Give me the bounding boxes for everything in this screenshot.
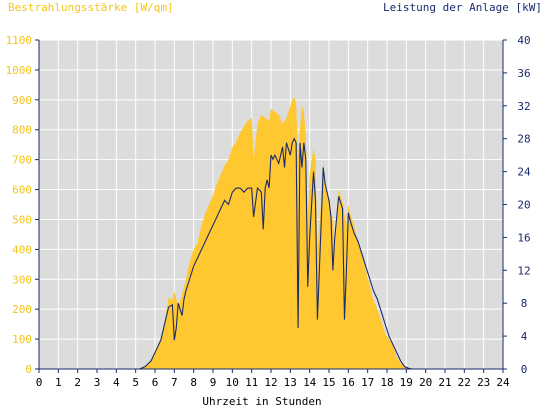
left-tick-label: 600 — [12, 184, 32, 197]
x-tick-label: 22 — [458, 376, 471, 389]
left-tick-label: 100 — [12, 333, 32, 346]
left-tick-label: 1000 — [6, 64, 33, 77]
x-tick-label: 4 — [113, 376, 120, 389]
x-tick-label: 7 — [171, 376, 178, 389]
left-tick-label: 400 — [12, 243, 32, 256]
left-tick-label: 800 — [12, 124, 32, 137]
x-tick-label: 15 — [322, 376, 335, 389]
right-tick-label: 36 — [517, 67, 530, 80]
x-tick-label: 1 — [55, 376, 62, 389]
x-tick-label: 12 — [264, 376, 277, 389]
x-tick-label: 2 — [74, 376, 81, 389]
x-axis-ticks: 0 1 2 3 4 5 6 7 8 9 10 11 12 13 14 15 16 17 18 19 20 21 22 23 24 — [36, 369, 510, 389]
x-tick-label: 10 — [226, 376, 239, 389]
power-line — [39, 137, 503, 370]
left-tick-label: 200 — [12, 303, 32, 316]
right-tick-label: 28 — [517, 133, 530, 146]
right-tick-label: 24 — [517, 166, 531, 179]
right-tick-label: 8 — [521, 297, 528, 310]
x-tick-label: 3 — [94, 376, 101, 389]
left-tick-label: 700 — [12, 154, 32, 167]
x-tick-label: 21 — [438, 376, 451, 389]
x-tick-label: 6 — [152, 376, 159, 389]
right-tick-label: 20 — [517, 199, 530, 212]
right-tick-label: 0 — [521, 363, 528, 376]
left-tick-label: 500 — [12, 214, 32, 227]
right-tick-label: 12 — [517, 264, 530, 277]
left-tick-label: 300 — [12, 273, 32, 286]
x-tick-label: 23 — [477, 376, 490, 389]
left-tick-label: 900 — [12, 94, 32, 107]
x-tick-label: 16 — [342, 376, 355, 389]
right-tick-label: 16 — [517, 231, 530, 244]
x-axis-label: Uhrzeit in Stunden — [202, 395, 321, 408]
left-axis-title: Bestrahlungsstärke [W/qm] — [8, 1, 174, 14]
x-tick-label: 19 — [400, 376, 413, 389]
right-tick-label: 32 — [517, 100, 530, 113]
x-tick-label: 17 — [361, 376, 374, 389]
right-axis-ticks: 0 4 8 12 16 20 24 28 32 36 40 — [503, 34, 531, 376]
x-tick-label: 14 — [303, 376, 317, 389]
x-tick-label: 8 — [190, 376, 197, 389]
left-tick-label: 1100 — [6, 34, 33, 47]
x-tick-label: 0 — [36, 376, 43, 389]
right-tick-label: 4 — [521, 330, 528, 343]
x-tick-label: 5 — [132, 376, 139, 389]
left-tick-label: 0 — [25, 363, 32, 376]
x-tick-label: 11 — [245, 376, 258, 389]
left-axis-ticks: 0 100 200 300 400 500 600 700 800 900 1000 1100 — [6, 34, 39, 376]
x-tick-label: 24 — [496, 376, 510, 389]
right-tick-label: 40 — [517, 34, 530, 47]
x-tick-label: 20 — [419, 376, 432, 389]
x-tick-label: 13 — [284, 376, 297, 389]
right-axis-title: Leistung der Anlage [kW] — [383, 1, 542, 14]
x-tick-label: 18 — [380, 376, 393, 389]
x-tick-label: 9 — [210, 376, 217, 389]
irradiance-area — [39, 96, 503, 369]
